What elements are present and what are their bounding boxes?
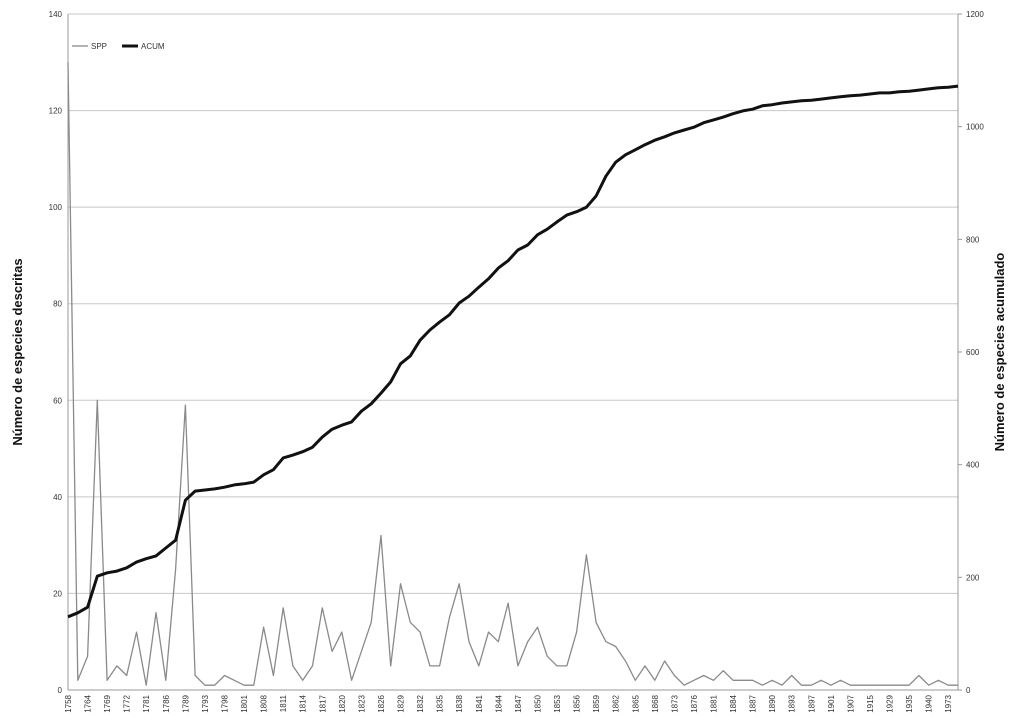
x-tick-label: 1907 <box>846 694 855 712</box>
x-tick-label: 1853 <box>553 694 562 712</box>
y2-tick-label: 1000 <box>966 123 984 132</box>
x-tick-label: 1897 <box>807 694 816 712</box>
x-tick-label: 1838 <box>455 694 464 712</box>
x-tick-label: 1915 <box>866 694 875 712</box>
x-tick-label: 1940 <box>925 694 934 712</box>
x-tick-label: 1973 <box>944 694 953 712</box>
y-tick-label: 80 <box>53 300 62 309</box>
x-tick-label: 1881 <box>709 694 718 712</box>
x-tick-label: 1835 <box>436 694 445 712</box>
y2-tick-label: 600 <box>966 348 980 357</box>
x-tick-label: 1811 <box>279 694 288 712</box>
x-tick-label: 1862 <box>612 694 621 712</box>
x-tick-label: 1769 <box>103 694 112 712</box>
series-line <box>67 84 959 619</box>
y-tick-label: 60 <box>53 396 62 405</box>
x-tick-label: 1890 <box>768 694 777 712</box>
x-tick-label: 1865 <box>631 694 640 712</box>
x-tick-label: 1793 <box>201 694 210 712</box>
x-tick-label: 1841 <box>475 694 484 712</box>
x-tick-label: 1850 <box>533 694 542 712</box>
x-tick-label: 1868 <box>651 694 660 712</box>
x-tick-label: 1808 <box>260 694 269 712</box>
x-tick-label: 1893 <box>788 694 797 712</box>
x-tick-label: 1772 <box>123 694 132 712</box>
x-tick-label: 1873 <box>670 694 679 712</box>
x-tick-label: 1901 <box>827 694 836 712</box>
x-tick-label: 1798 <box>220 694 229 712</box>
x-tick-label: 1829 <box>397 694 406 712</box>
y-tick-label: 120 <box>49 107 63 116</box>
x-tick-label: 1758 <box>64 694 73 712</box>
x-tick-label: 1887 <box>749 694 758 712</box>
y-axis-title: Número de especies descritas <box>10 258 25 445</box>
x-tick-label: 1823 <box>357 694 366 712</box>
x-tick-label: 1856 <box>573 694 582 712</box>
x-tick-label: 1826 <box>377 694 386 712</box>
x-tick-label: 1801 <box>240 694 249 712</box>
y-tick-label: 0 <box>58 686 63 695</box>
y2-tick-label: 1200 <box>966 10 984 19</box>
y-tick-label: 140 <box>49 10 63 19</box>
x-tick-label: 1832 <box>416 694 425 712</box>
legend-label: SPP <box>91 42 107 51</box>
x-tick-label: 1935 <box>905 694 914 712</box>
x-tick-label: 1820 <box>338 694 347 712</box>
x-tick-label: 1786 <box>162 694 171 712</box>
y2-tick-label: 400 <box>966 461 980 470</box>
x-tick-label: 1929 <box>886 694 895 712</box>
x-tick-label: 1814 <box>299 694 308 712</box>
series-line <box>67 62 958 686</box>
y2-tick-label: 800 <box>966 235 980 244</box>
y-tick-label: 40 <box>53 493 62 502</box>
x-tick-label: 1781 <box>142 694 151 712</box>
x-tick-label: 1859 <box>592 694 601 712</box>
x-tick-label: 1817 <box>318 694 327 712</box>
x-tick-label: 1876 <box>690 694 699 712</box>
x-tick-label: 1844 <box>494 694 503 712</box>
y-tick-label: 20 <box>53 589 62 598</box>
y2-tick-label: 0 <box>966 686 971 695</box>
x-tick-label: 1884 <box>729 694 738 712</box>
x-tick-label: 1764 <box>84 694 93 712</box>
x-tick-label: 1847 <box>514 694 523 712</box>
y2-axis-title: Número de especies acumulado <box>992 253 1007 452</box>
legend-label: ACUM <box>141 42 165 51</box>
y2-tick-label: 200 <box>966 573 980 582</box>
y-tick-label: 100 <box>49 203 63 212</box>
x-tick-label: 1789 <box>181 694 190 712</box>
